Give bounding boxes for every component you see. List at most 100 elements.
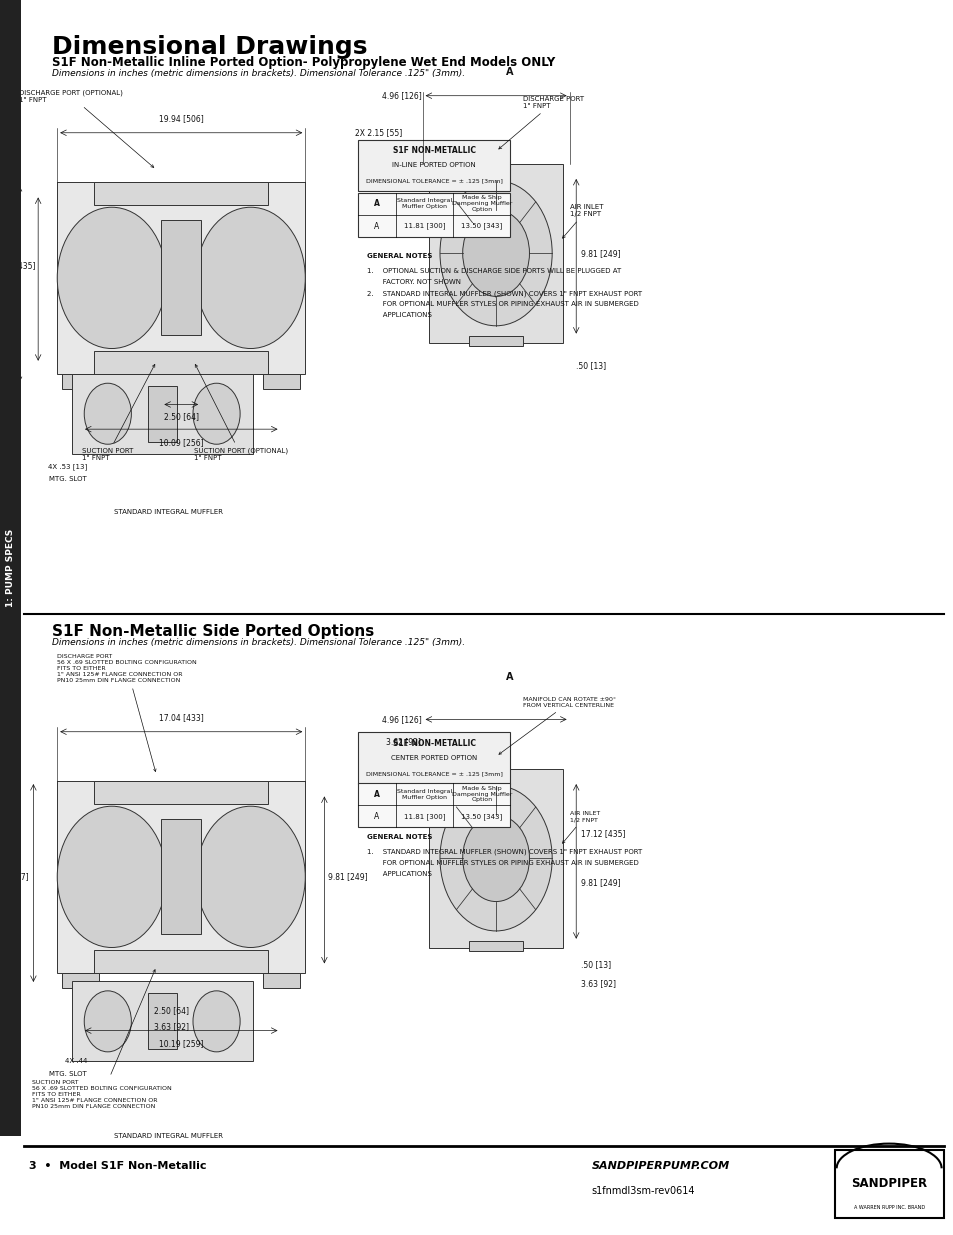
Text: 4X .44: 4X .44 (65, 1058, 87, 1065)
Text: S1F Non-Metallic Inline Ported Option- Polypropylene Wet End Models ONLY: S1F Non-Metallic Inline Ported Option- P… (52, 56, 556, 69)
Text: APPLICATIONS: APPLICATIONS (367, 312, 432, 319)
Text: 13.50 [343]: 13.50 [343] (460, 813, 502, 820)
Text: Dimensional Drawings: Dimensional Drawings (52, 35, 368, 58)
Text: SUCTION PORT
56 X .69 SLOTTED BOLTING CONFIGURATION
FITS TO EITHER
1" ANSI 125# : SUCTION PORT 56 X .69 SLOTTED BOLTING CO… (32, 969, 172, 1109)
Text: FOR OPTIONAL MUFFLER STYLES OR PIPING EXHAUST AIR IN SUBMERGED: FOR OPTIONAL MUFFLER STYLES OR PIPING EX… (367, 301, 639, 308)
Text: 9.81 [249]: 9.81 [249] (580, 248, 620, 258)
Text: 10.19 [259]: 10.19 [259] (159, 1040, 203, 1049)
Bar (62, 373, 99, 389)
Text: A WARREN RUPP INC. BRAND: A WARREN RUPP INC. BRAND (853, 1205, 923, 1210)
Text: 19.94 [506]: 19.94 [506] (159, 114, 203, 124)
Text: MTG. SLOT: MTG. SLOT (50, 475, 87, 482)
Text: 11.81 [300]: 11.81 [300] (403, 222, 445, 230)
Text: MTG. SLOT: MTG. SLOT (50, 1071, 87, 1077)
Circle shape (196, 207, 305, 348)
Text: 1: PUMP SPECS: 1: PUMP SPECS (6, 529, 15, 608)
Bar (357, 140, 510, 191)
Text: Made & Ship
Dampening Muffler
Option: Made & Ship Dampening Muffler Option (451, 195, 512, 212)
Text: DIMENSIONAL TOLERANCE = ± .125 [3mm]: DIMENSIONAL TOLERANCE = ± .125 [3mm] (365, 772, 502, 777)
Text: .50 [13]: .50 [13] (576, 361, 606, 370)
Text: SUCTION PORT (OPTIONAL)
1" FNPT: SUCTION PORT (OPTIONAL) 1" FNPT (193, 364, 288, 461)
Bar (263, 973, 300, 988)
Circle shape (462, 210, 529, 296)
Text: Dimensions in inches (metric dimensions in brackets). Dimensional Tolerance .125: Dimensions in inches (metric dimensions … (52, 69, 465, 78)
Bar (71, 373, 253, 453)
Bar (94, 782, 268, 804)
Text: 3.63 [92]: 3.63 [92] (154, 1023, 189, 1031)
Circle shape (57, 806, 166, 947)
Text: A: A (505, 67, 513, 77)
Text: 9.81 [249]: 9.81 [249] (580, 878, 620, 888)
Text: Standard Integral
Muffler Option: Standard Integral Muffler Option (396, 789, 452, 799)
Text: FACTORY. NOT SHOWN: FACTORY. NOT SHOWN (367, 279, 461, 285)
Text: 3.62 [92]: 3.62 [92] (386, 737, 421, 746)
Text: 3  •  Model S1F Non-Metallic: 3 • Model S1F Non-Metallic (29, 1161, 206, 1171)
Text: 17.04 [433]: 17.04 [433] (159, 713, 203, 721)
Bar (357, 783, 510, 827)
Circle shape (57, 207, 166, 348)
Text: 17.12 [435]: 17.12 [435] (0, 261, 35, 270)
Circle shape (84, 383, 132, 445)
Text: AIR INLET
1/2 FNPT: AIR INLET 1/2 FNPT (562, 811, 599, 844)
Bar (429, 164, 562, 342)
Text: 3.63 [92]: 3.63 [92] (580, 978, 616, 988)
Text: FOR OPTIONAL MUFFLER STYLES OR PIPING EXHAUST AIR IN SUBMERGED: FOR OPTIONAL MUFFLER STYLES OR PIPING EX… (367, 860, 639, 866)
Text: S1F Non-Metallic Side Ported Options: S1F Non-Metallic Side Ported Options (52, 624, 375, 638)
Text: 2.50 [64]: 2.50 [64] (154, 1005, 189, 1015)
Bar (94, 950, 268, 973)
Bar (263, 373, 300, 389)
Text: 4X .53 [13]: 4X .53 [13] (48, 463, 87, 469)
Bar (429, 768, 562, 948)
Circle shape (193, 383, 240, 445)
Text: DISCHARGE PORT
1" FNPT: DISCHARGE PORT 1" FNPT (498, 96, 583, 149)
Text: CENTER PORTED OPTION: CENTER PORTED OPTION (391, 756, 476, 761)
Text: 4.96 [126]: 4.96 [126] (381, 91, 421, 100)
Text: APPLICATIONS: APPLICATIONS (367, 871, 432, 877)
Text: 4.96 [126]: 4.96 [126] (381, 715, 421, 724)
Bar (94, 351, 268, 373)
Bar (161, 220, 201, 336)
Circle shape (439, 785, 552, 931)
Bar (57, 182, 305, 373)
Circle shape (193, 990, 240, 1052)
Bar (148, 993, 176, 1050)
Text: SANDPIPERPUMP.COM: SANDPIPERPUMP.COM (591, 1161, 729, 1171)
Text: 13.50 [343]: 13.50 [343] (460, 222, 502, 230)
Bar (357, 732, 510, 784)
Text: A: A (374, 789, 379, 799)
Bar (71, 981, 253, 1062)
Bar (161, 820, 201, 935)
Text: Dimensions in inches (metric dimensions in brackets). Dimensional Tolerance .125: Dimensions in inches (metric dimensions … (52, 638, 465, 647)
Bar (834, 1150, 943, 1218)
Text: Made & Ship
Dampening Muffler
Option: Made & Ship Dampening Muffler Option (451, 785, 512, 803)
Bar (485, 161, 506, 182)
Text: DIMENSIONAL TOLERANCE = ± .125 [3mm]: DIMENSIONAL TOLERANCE = ± .125 [3mm] (365, 179, 502, 184)
Text: A: A (374, 811, 379, 821)
Text: DISCHARGE PORT
56 X .69 SLOTTED BOLTING CONFIGURATION
FITS TO EITHER
1" ANSI 125: DISCHARGE PORT 56 X .69 SLOTTED BOLTING … (57, 653, 196, 772)
Text: STANDARD INTEGRAL MUFFLER: STANDARD INTEGRAL MUFFLER (114, 1134, 223, 1139)
Text: STANDARD INTEGRAL MUFFLER: STANDARD INTEGRAL MUFFLER (114, 509, 223, 515)
Text: S1F NON-METALLIC: S1F NON-METALLIC (392, 147, 476, 156)
Text: 11.81 [300]: 11.81 [300] (403, 813, 445, 820)
Text: MANIFOLD CAN ROTATE ±90°
FROM VERTICAL CENTERLINE: MANIFOLD CAN ROTATE ±90° FROM VERTICAL C… (498, 697, 615, 755)
Circle shape (462, 815, 529, 902)
Text: 17.12 [435]: 17.12 [435] (580, 829, 625, 839)
Text: GENERAL NOTES: GENERAL NOTES (367, 253, 433, 259)
Text: S1F NON-METALLIC: S1F NON-METALLIC (392, 740, 476, 748)
Text: SANDPIPER: SANDPIPER (850, 1177, 926, 1189)
Text: 18.16 [462]: 18.16 [462] (0, 273, 14, 283)
Text: A: A (374, 221, 379, 231)
Circle shape (196, 806, 305, 947)
Text: GENERAL NOTES: GENERAL NOTES (367, 834, 433, 840)
Bar (485, 766, 506, 787)
Text: s1fnmdl3sm-rev0614: s1fnmdl3sm-rev0614 (591, 1186, 694, 1195)
Bar (469, 941, 522, 951)
Bar (62, 973, 99, 988)
Bar (148, 385, 176, 442)
Bar (0, 0, 21, 1136)
Text: DISCHARGE PORT (OPTIONAL)
1" FNPT: DISCHARGE PORT (OPTIONAL) 1" FNPT (19, 89, 153, 168)
Text: AIR INLET
1/2 FNPT: AIR INLET 1/2 FNPT (562, 204, 602, 238)
Text: 2.    STANDARD INTEGRAL MUFFLER (SHOWN) COVERS 1" FNPT EXHAUST PORT: 2. STANDARD INTEGRAL MUFFLER (SHOWN) COV… (367, 290, 641, 296)
Text: IN-LINE PORTED OPTION: IN-LINE PORTED OPTION (392, 163, 476, 168)
Text: 1.    STANDARD INTEGRAL MUFFLER (SHOWN) COVERS 1" FNPT EXHAUST PORT: 1. STANDARD INTEGRAL MUFFLER (SHOWN) COV… (367, 848, 642, 855)
